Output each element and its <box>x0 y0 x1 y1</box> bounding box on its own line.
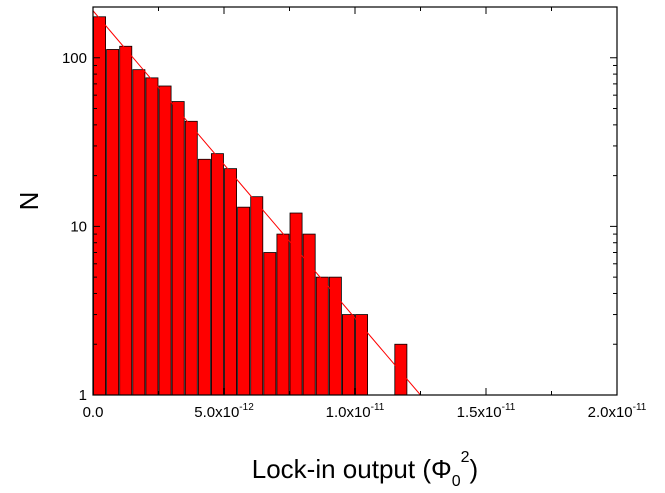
histogram-bar <box>93 16 106 396</box>
histogram-bar <box>237 206 251 396</box>
histogram-bar <box>132 69 146 396</box>
histogram-bar <box>184 120 198 396</box>
histogram-bar <box>341 314 355 396</box>
y-tick-label: 1 <box>79 387 87 404</box>
bars-layer <box>93 16 408 396</box>
histogram-bar <box>394 343 408 396</box>
y-tick-label: 10 <box>70 218 87 235</box>
histogram-bar <box>106 49 120 396</box>
histogram-bar <box>197 158 211 396</box>
histogram-bar <box>302 233 316 396</box>
histogram-bar <box>276 233 290 396</box>
x-axis-ticks: 0.0 5.0x10-12 1.0x10-11 1.5x10-11 2.0x10-11 <box>83 7 647 421</box>
histogram-bar <box>224 168 238 396</box>
y-axis-title: N <box>14 192 44 211</box>
histogram-bar <box>355 314 369 396</box>
y-axis-ticks: 1 10 100 <box>62 6 617 404</box>
histogram-bar <box>289 212 303 396</box>
histogram-bar <box>210 153 224 396</box>
histogram-bar <box>171 101 185 396</box>
x-tick-label: 1.5x10-11 <box>457 402 516 421</box>
histogram-bar <box>315 276 329 396</box>
x-tick-label: 2.0x10-11 <box>588 402 647 421</box>
x-tick-label: 0.0 <box>83 404 104 421</box>
histogram-bar <box>250 196 264 396</box>
fit-line-layer <box>92 10 421 396</box>
x-axis-title: Lock-in output (Φ02) <box>252 449 478 490</box>
exponential-fit-line <box>92 10 421 396</box>
histogram-bar <box>158 85 172 396</box>
histogram-bar <box>145 77 159 396</box>
histogram-bar <box>119 45 133 396</box>
histogram-bar <box>263 252 277 396</box>
y-tick-label: 100 <box>62 50 87 67</box>
x-tick-label: 5.0x10-12 <box>194 402 254 421</box>
plot-frame <box>92 6 618 396</box>
x-tick-label: 1.0x10-11 <box>326 402 385 421</box>
